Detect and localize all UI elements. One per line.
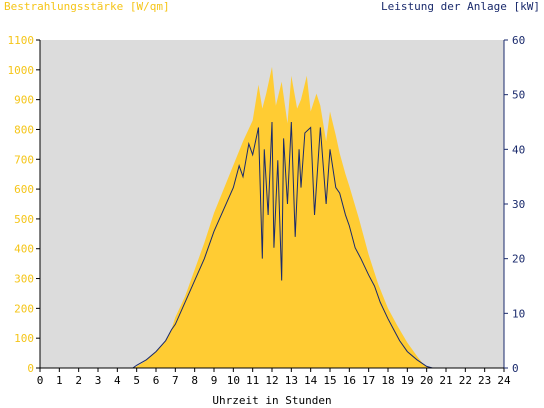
x-tick-label: 15 — [323, 374, 336, 387]
left-y-tick-label: 300 — [14, 273, 34, 286]
x-tick-label: 7 — [172, 374, 179, 387]
x-tick-label: 8 — [191, 374, 198, 387]
x-tick-label: 21 — [439, 374, 452, 387]
left-y-tick-label: 1100 — [8, 34, 35, 47]
x-tick-label: 20 — [420, 374, 433, 387]
left-y-tick-label: 200 — [14, 302, 34, 315]
x-tick-label: 5 — [133, 374, 140, 387]
left-y-tick-label: 900 — [14, 94, 34, 107]
x-tick-label: 22 — [459, 374, 472, 387]
x-tick-label: 0 — [37, 374, 44, 387]
left-axis-title: Bestrahlungsstärke [W/qm] — [4, 0, 170, 13]
right-y-tick-label: 40 — [512, 143, 525, 156]
left-y-tick-label: 0 — [27, 362, 34, 375]
x-tick-label: 3 — [95, 374, 102, 387]
right-y-tick-label: 60 — [512, 34, 525, 47]
right-y-tick-label: 10 — [512, 307, 525, 320]
x-tick-label: 1 — [56, 374, 63, 387]
x-tick-label: 23 — [478, 374, 491, 387]
x-tick-label: 9 — [211, 374, 218, 387]
x-tick-label: 24 — [497, 374, 511, 387]
irradiance-area — [40, 66, 504, 368]
x-tick-label: 19 — [401, 374, 414, 387]
right-y-tick-label: 50 — [512, 89, 525, 102]
x-tick-label: 4 — [114, 374, 121, 387]
right-axis-title: Leistung der Anlage [kW] — [381, 0, 540, 13]
x-tick-label: 14 — [304, 374, 318, 387]
x-axis-label: Uhrzeit in Stunden — [212, 394, 332, 407]
left-y-tick-label: 100 — [14, 332, 34, 345]
x-tick-label: 11 — [246, 374, 259, 387]
x-tick-label: 17 — [362, 374, 375, 387]
left-y-tick-label: 800 — [14, 123, 34, 136]
x-tick-label: 16 — [343, 374, 356, 387]
left-y-tick-label: 400 — [14, 243, 34, 256]
power-line — [40, 121, 504, 369]
x-tick-label: 2 — [75, 374, 82, 387]
left-y-tick-label: 700 — [14, 153, 34, 166]
x-tick-label: 13 — [285, 374, 298, 387]
x-tick-label: 6 — [153, 374, 160, 387]
right-y-tick-label: 30 — [512, 198, 525, 211]
right-y-tick-label: 20 — [512, 253, 525, 266]
x-tick-label: 18 — [381, 374, 394, 387]
left-y-tick-label: 500 — [14, 213, 34, 226]
x-tick-label: 10 — [227, 374, 240, 387]
right-y-tick-label: 0 — [512, 362, 519, 375]
x-tick-label: 12 — [265, 374, 278, 387]
left-y-tick-label: 1000 — [8, 64, 35, 77]
left-y-tick-label: 600 — [14, 183, 34, 196]
